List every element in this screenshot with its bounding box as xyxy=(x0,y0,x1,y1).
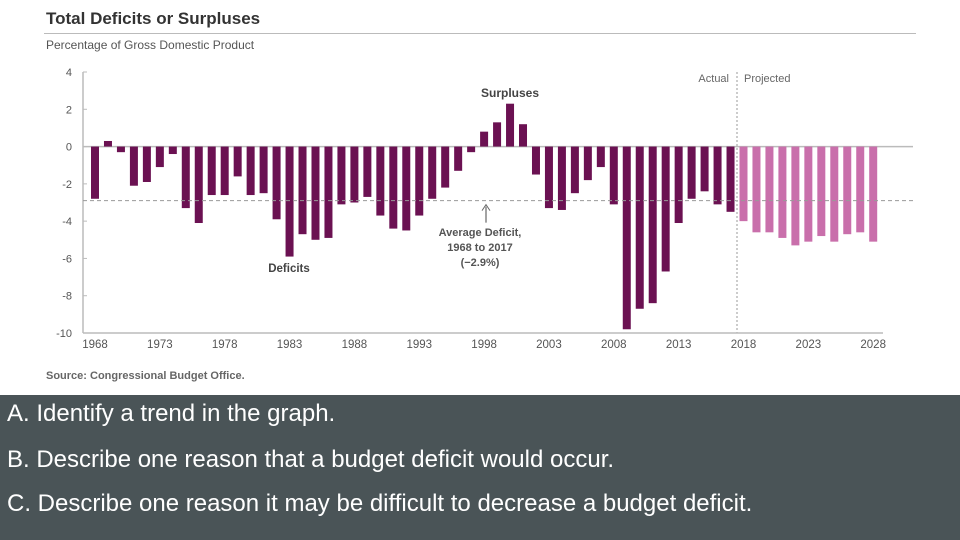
bar-actual-2012 xyxy=(661,146,670,272)
y-tick-label: -6 xyxy=(62,253,72,265)
bar-projected-2022 xyxy=(791,146,800,246)
bar-projected-2028 xyxy=(869,146,878,242)
bar-actual-2007 xyxy=(596,146,605,168)
x-tick-label: 2028 xyxy=(860,339,886,351)
bar-actual-1981 xyxy=(259,146,268,194)
average-deficit-label: Average Deficit, xyxy=(439,227,522,239)
x-tick-label: 1983 xyxy=(277,339,303,351)
bar-actual-1970 xyxy=(116,146,125,153)
x-tick-label: 2003 xyxy=(536,339,562,351)
bar-actual-2006 xyxy=(583,146,592,181)
x-tick-label: 2008 xyxy=(601,339,627,351)
bar-actual-1991 xyxy=(389,146,398,229)
bar-actual-1985 xyxy=(311,146,320,240)
bar-actual-1968 xyxy=(91,146,99,199)
bar-projected-2018 xyxy=(739,146,748,222)
y-tick-label: 4 xyxy=(66,67,72,79)
x-tick-label: 2018 xyxy=(731,339,757,351)
bar-projected-2020 xyxy=(765,146,774,233)
bar-actual-1996 xyxy=(454,146,463,171)
question-panel: A. Identify a trend in the graph. B. Des… xyxy=(0,395,960,540)
bar-actual-1997 xyxy=(467,146,476,153)
question-b: B. Describe one reason that a budget def… xyxy=(7,446,615,473)
x-tick-label: 1968 xyxy=(82,339,108,351)
bar-actual-1987 xyxy=(337,146,346,205)
bar-actual-2011 xyxy=(648,146,657,304)
bar-actual-1990 xyxy=(376,146,385,216)
bar-projected-2026 xyxy=(843,146,852,235)
bar-actual-1975 xyxy=(181,146,190,209)
x-tick-label: 2013 xyxy=(666,339,692,351)
bar-actual-2014 xyxy=(687,146,696,199)
bar-actual-1989 xyxy=(363,146,372,197)
x-tick-label: 1988 xyxy=(342,339,368,351)
bar-actual-2004 xyxy=(557,146,566,210)
bar-actual-1973 xyxy=(155,146,164,168)
bar-actual-2000 xyxy=(506,103,515,147)
bar-actual-2015 xyxy=(700,146,709,192)
y-tick-label: -8 xyxy=(62,291,72,303)
actual-label: Actual xyxy=(698,73,729,85)
x-tick-label: 1973 xyxy=(147,339,173,351)
bar-actual-2009 xyxy=(622,146,631,330)
bar-actual-1994 xyxy=(428,146,437,199)
bar-projected-2021 xyxy=(778,146,787,238)
average-deficit-label: (−2.9%) xyxy=(461,257,500,269)
bar-actual-1999 xyxy=(493,122,502,147)
deficits-label: Deficits xyxy=(268,263,310,275)
bar-actual-1983 xyxy=(285,146,294,257)
bar-actual-2001 xyxy=(519,124,528,147)
average-deficit-label: 1968 to 2017 xyxy=(447,242,512,254)
bar-actual-1986 xyxy=(324,146,333,238)
bar-projected-2027 xyxy=(856,146,865,233)
question-c: C. Describe one reason it may be difficu… xyxy=(7,490,753,517)
bar-actual-1979 xyxy=(233,146,242,177)
deficit-bar-chart: 4 2 0 -2 -4 -6 -8 -10 1968 1973 1978 1983 1988 1993 19… xyxy=(56,67,913,351)
bar-actual-2017 xyxy=(726,146,735,212)
chart-title: Total Deficits or Surpluses xyxy=(46,9,261,28)
bar-actual-2010 xyxy=(635,146,644,309)
bar-actual-1976 xyxy=(194,146,203,224)
bar-actual-1977 xyxy=(207,146,216,196)
y-tick-label: 0 xyxy=(66,142,72,154)
bar-actual-1980 xyxy=(246,146,255,196)
bar-actual-2016 xyxy=(713,146,722,205)
x-tick-label: 1978 xyxy=(212,339,238,351)
bar-actual-1998 xyxy=(480,131,489,147)
x-tick-label: 2023 xyxy=(796,339,822,351)
bar-actual-2003 xyxy=(544,146,553,209)
chart-subtitle: Percentage of Gross Domestic Product xyxy=(46,38,255,52)
bar-actual-2002 xyxy=(531,146,540,175)
bar-actual-2005 xyxy=(570,146,579,194)
bar-projected-2024 xyxy=(817,146,826,237)
projected-label: Projected xyxy=(744,73,790,85)
bar-actual-1982 xyxy=(272,146,281,220)
bar-actual-1971 xyxy=(129,146,138,186)
bar-actual-1984 xyxy=(298,146,307,235)
title-divider xyxy=(44,33,916,34)
surpluses-label: Surpluses xyxy=(481,86,539,100)
y-tick-label: -10 xyxy=(56,328,72,340)
bar-actual-2008 xyxy=(609,146,618,205)
bar-actual-1995 xyxy=(441,146,450,188)
bar-actual-1972 xyxy=(142,146,151,182)
bar-actual-1974 xyxy=(168,146,177,155)
y-tick-label: -2 xyxy=(62,179,72,191)
y-tick-label: 2 xyxy=(66,104,72,116)
bar-actual-1978 xyxy=(220,146,229,196)
chart-source: Source: Congressional Budget Office. xyxy=(46,370,245,382)
bar-actual-1988 xyxy=(350,146,359,203)
bar-actual-1993 xyxy=(415,146,424,216)
bar-projected-2023 xyxy=(804,146,813,242)
y-tick-label: -4 xyxy=(62,216,72,228)
bar-projected-2025 xyxy=(830,146,839,242)
average-arrow-head xyxy=(481,203,491,211)
bar-actual-1969 xyxy=(103,140,112,147)
question-a: A. Identify a trend in the graph. xyxy=(7,400,336,427)
x-tick-label: 1993 xyxy=(406,339,432,351)
bar-actual-2013 xyxy=(674,146,683,224)
x-tick-label: 1998 xyxy=(471,339,497,351)
bar-actual-1992 xyxy=(402,146,411,231)
bar-projected-2019 xyxy=(752,146,761,233)
